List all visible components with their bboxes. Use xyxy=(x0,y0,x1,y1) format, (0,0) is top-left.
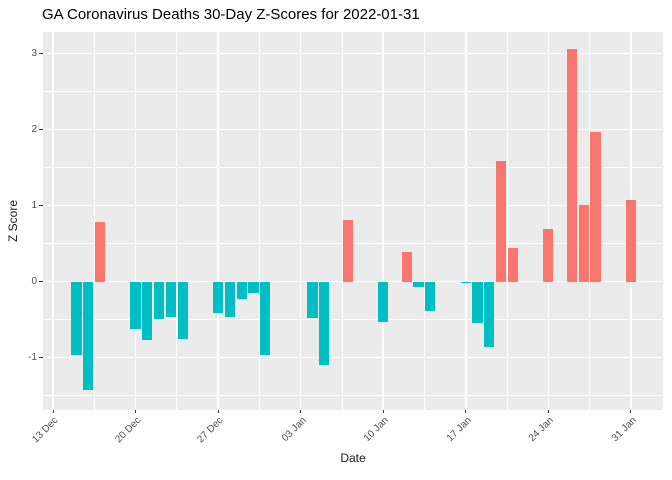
x-tick-mark xyxy=(547,410,549,413)
bar xyxy=(142,281,153,341)
bar xyxy=(401,252,412,282)
x-tick-mark xyxy=(217,410,219,413)
gridline-major-vertical xyxy=(134,32,137,410)
bar xyxy=(342,220,353,282)
y-tick-label: 0 xyxy=(31,275,37,287)
gridline-minor-horizontal xyxy=(43,319,663,321)
bar xyxy=(177,281,188,339)
x-tick-label: 31 Jan xyxy=(609,415,639,445)
bar xyxy=(307,281,318,319)
bar xyxy=(460,281,471,284)
y-tick-mark xyxy=(39,129,43,131)
y-tick-label: -1 xyxy=(28,351,37,363)
gridline-minor-vertical xyxy=(589,32,590,410)
bar xyxy=(484,281,495,348)
gridline-minor-vertical xyxy=(258,32,260,410)
x-tick-label: 20 Dec xyxy=(113,415,144,446)
x-tick-label: 27 Dec xyxy=(195,415,226,446)
bar xyxy=(224,281,235,318)
y-tick-mark xyxy=(39,281,43,283)
bar xyxy=(590,131,601,282)
y-tick-label: 1 xyxy=(31,199,37,211)
x-tick-label: 03 Jan xyxy=(279,415,309,445)
x-tick-label: 17 Jan xyxy=(444,415,474,445)
chart-title: GA Coronavirus Deaths 30-Day Z-Scores fo… xyxy=(42,6,420,23)
x-tick-mark xyxy=(135,410,137,413)
bar xyxy=(425,281,436,312)
gridline-major-vertical xyxy=(547,32,550,410)
gridline-major-vertical xyxy=(299,32,302,410)
y-tick-mark xyxy=(39,357,43,359)
bar xyxy=(378,281,389,322)
bar xyxy=(578,204,589,282)
gridline-major-vertical xyxy=(465,32,467,410)
bar xyxy=(496,160,507,282)
gridline-major-vertical xyxy=(217,32,219,410)
bar xyxy=(260,281,271,355)
bar xyxy=(248,281,259,294)
gridline-minor-vertical xyxy=(176,32,178,410)
bar xyxy=(319,281,330,366)
x-tick-mark xyxy=(630,410,632,413)
gridline-minor-vertical xyxy=(424,32,425,410)
bar xyxy=(213,281,224,313)
y-tick-label: 2 xyxy=(31,123,37,135)
x-tick-mark xyxy=(52,410,54,413)
y-tick-mark xyxy=(39,205,43,207)
plot-panel xyxy=(43,32,663,410)
gridline-major-horizontal xyxy=(43,204,663,207)
gridline-minor-horizontal xyxy=(43,243,663,245)
bar xyxy=(154,281,165,319)
bar xyxy=(130,281,141,329)
gridline-major-vertical xyxy=(382,32,384,410)
bar xyxy=(625,200,636,282)
bar xyxy=(165,281,177,317)
x-tick-label: 10 Jan xyxy=(361,415,391,445)
gridline-major-vertical xyxy=(52,32,54,410)
gridline-minor-vertical xyxy=(341,32,343,410)
gridline-minor-horizontal xyxy=(43,91,663,93)
gridline-major-horizontal xyxy=(43,128,663,131)
y-tick-mark xyxy=(39,53,43,55)
x-tick-mark xyxy=(382,410,384,413)
bar xyxy=(236,281,247,300)
x-tick-label: 24 Jan xyxy=(527,415,557,445)
bar xyxy=(71,281,82,355)
gridline-minor-vertical xyxy=(506,32,508,410)
x-axis-title: Date xyxy=(340,451,366,465)
gridline-major-horizontal xyxy=(43,356,663,359)
bar xyxy=(543,229,554,282)
gridline-minor-horizontal xyxy=(43,395,663,397)
bar xyxy=(507,247,518,282)
bar xyxy=(413,281,424,287)
gridline-major-horizontal xyxy=(43,280,663,283)
bar xyxy=(95,222,106,282)
y-tick-label: 3 xyxy=(31,47,37,59)
x-tick-mark xyxy=(465,410,467,413)
gridline-major-horizontal xyxy=(43,52,663,55)
bar xyxy=(83,281,94,390)
bar xyxy=(472,281,483,323)
gridline-minor-vertical xyxy=(93,32,95,410)
x-tick-mark xyxy=(300,410,302,413)
y-axis-title: Z Score xyxy=(6,199,20,243)
gridline-minor-horizontal xyxy=(43,167,663,169)
x-tick-label: 13 Dec xyxy=(30,415,61,446)
bar xyxy=(566,49,577,282)
